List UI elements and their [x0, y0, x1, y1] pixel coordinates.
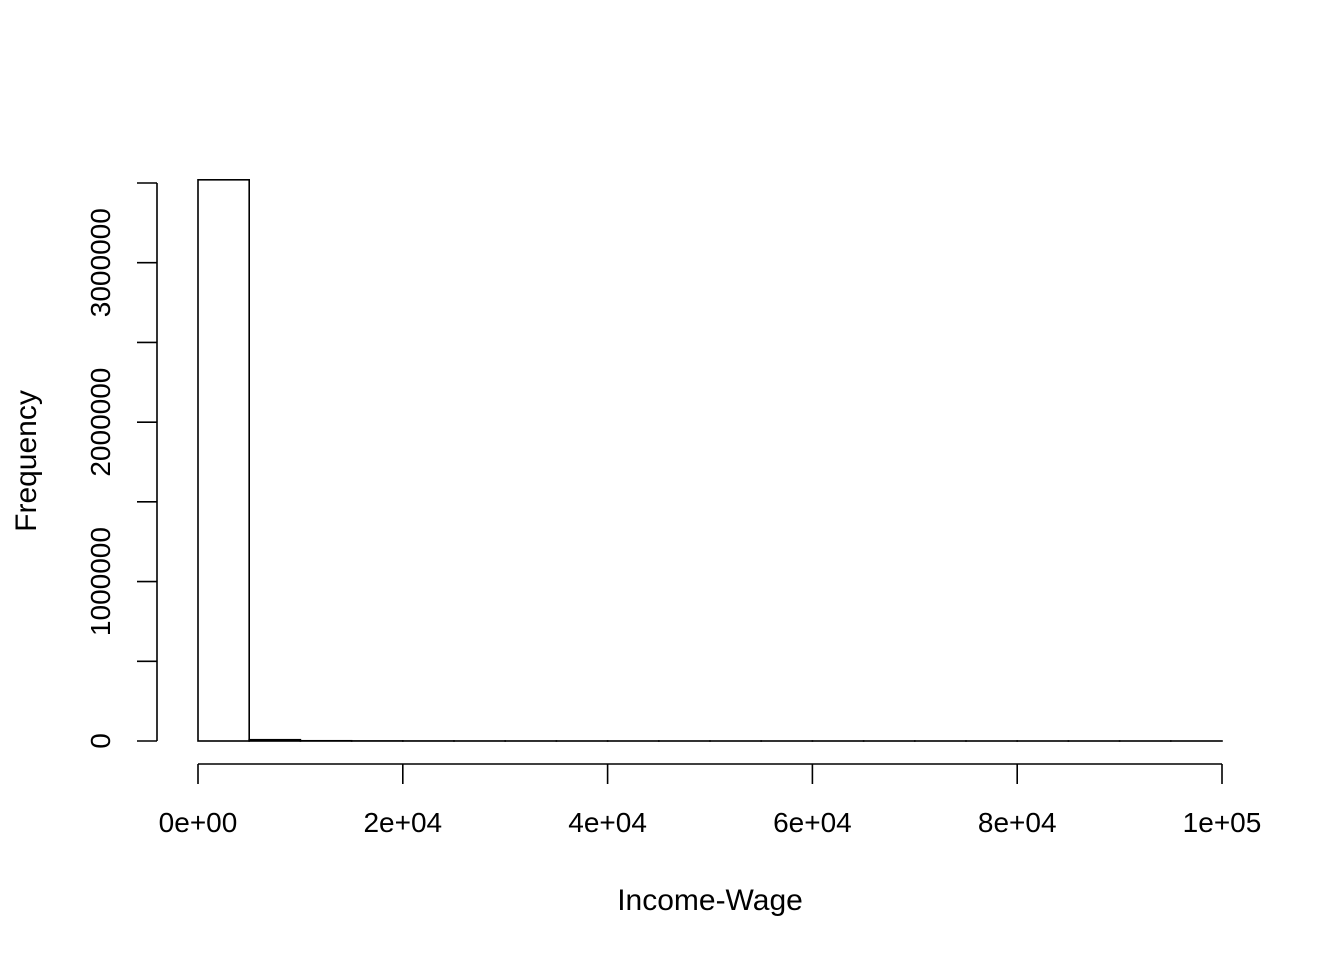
y-tick-label-6: 3000000 — [85, 208, 116, 317]
x-tick-label-3: 6e+04 — [773, 807, 852, 838]
x-axis-title: Income-Wage — [617, 884, 803, 917]
x-tick-label-2: 4e+04 — [568, 807, 647, 838]
y-axis: 0 1000000 2000000 3000000 — [85, 182, 158, 749]
y-tick-label-0: 0 — [85, 733, 116, 749]
x-axis: 0e+00 2e+04 4e+04 6e+04 8e+04 1e+05 — [159, 763, 1262, 838]
x-tick-label-1: 2e+04 — [363, 807, 442, 838]
histogram-bar-1 — [248, 738, 302, 742]
x-tick-label-0: 0e+00 — [159, 807, 238, 838]
y-tick-label-4: 2000000 — [85, 368, 116, 477]
x-tick-label-4: 8e+04 — [978, 807, 1057, 838]
y-axis-title: Frequency — [10, 390, 43, 532]
x-tick-label-5: 1e+05 — [1183, 807, 1262, 838]
y-tick-label-2: 1000000 — [85, 527, 116, 636]
histogram-bar-0 — [197, 179, 251, 742]
histogram-bars — [197, 179, 1223, 742]
